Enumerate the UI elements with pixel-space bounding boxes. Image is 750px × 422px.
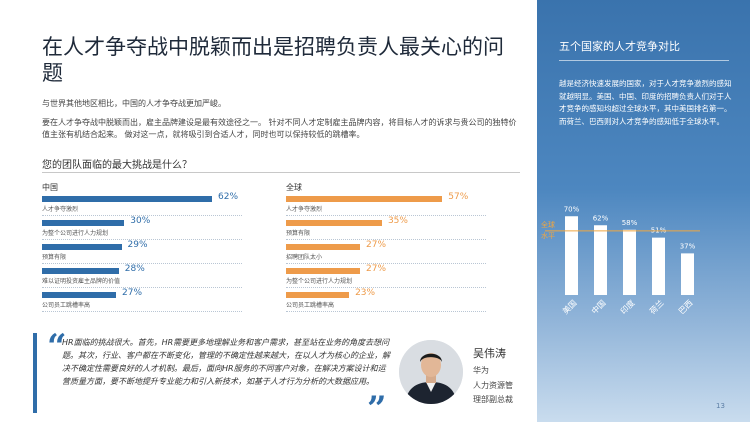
quote-close-icon: ” bbox=[367, 389, 387, 422]
global-bar-row: 23% 公司员工跳槽率高 bbox=[286, 288, 516, 314]
intro-paragraph-1: 与世界其他地区相比，中国的人才争夺战更加严峻。 bbox=[42, 99, 226, 108]
global-bar-caption: 招聘团队太小 bbox=[286, 254, 323, 261]
country-bar-value: 58% bbox=[622, 219, 638, 227]
global-bar-caption: 为整个公司进行人力规划 bbox=[286, 278, 353, 285]
global-bar-row: 27% 为整个公司进行人力规划 bbox=[286, 264, 516, 290]
person-company: 华为 bbox=[473, 366, 489, 375]
china-bar-caption: 公司员工跳槽率高 bbox=[42, 302, 91, 309]
global-bar-row: 57% 人才争夺激烈 bbox=[286, 192, 516, 218]
china-bar bbox=[42, 220, 125, 226]
global-bar-value: 57% bbox=[448, 192, 469, 202]
person-role-line-2: 理部副总裁 bbox=[473, 395, 513, 404]
country-category-label: 中国 bbox=[589, 298, 607, 316]
global-bar-value: 23% bbox=[355, 288, 376, 298]
country-bar-value: 62% bbox=[593, 214, 609, 222]
china-bar-caption: 为整个公司进行人力规划 bbox=[42, 230, 109, 237]
china-bar-value: 28% bbox=[124, 264, 145, 274]
china-bar-divider bbox=[42, 263, 242, 264]
survey-question: 您的团队面临的最大挑战是什么？ bbox=[42, 160, 192, 171]
china-bar-divider bbox=[42, 311, 242, 312]
china-bar-divider bbox=[42, 215, 242, 216]
china-bar-caption: 难以证明投资雇主品牌的价值 bbox=[42, 278, 121, 285]
country-bar-value: 37% bbox=[680, 242, 696, 250]
global-bar-caption: 人才争夺激烈 bbox=[286, 206, 323, 213]
china-bar-value: 62% bbox=[218, 192, 239, 202]
sidebar-title: 五个国家的人才竞争对比 bbox=[559, 40, 680, 53]
quote-open-icon: “ bbox=[47, 327, 67, 367]
global-bar-caption: 预算有限 bbox=[286, 230, 311, 237]
country-category-label: 巴西 bbox=[677, 298, 695, 316]
person-name: 吴伟涛 bbox=[473, 347, 506, 360]
intro-paragraph-2: 要在人才争夺战中脱颖而出，雇主品牌建设是最有效途径之一。 针对不同人才定制雇主品… bbox=[42, 118, 517, 139]
country-category-label: 荷兰 bbox=[647, 298, 665, 316]
china-bar bbox=[42, 292, 117, 298]
global-bar-divider bbox=[286, 287, 486, 288]
person-role-line-1: 人力资源管 bbox=[473, 381, 513, 390]
global-panel-label: 全球 bbox=[286, 183, 302, 192]
page-title: 在人才争夺战中脱颖而出是招聘负责人最关心的问题 bbox=[42, 35, 504, 85]
global-bar-row: 27% 招聘团队太小 bbox=[286, 240, 516, 266]
global-bar-value: 35% bbox=[387, 216, 408, 226]
country-category-label: 印度 bbox=[618, 298, 636, 316]
person-photo-icon bbox=[399, 340, 463, 404]
avatar bbox=[399, 340, 463, 404]
china-bar-caption: 预算有限 bbox=[42, 254, 67, 261]
china-bar-value: 29% bbox=[127, 240, 148, 250]
country-category-label: 美国 bbox=[560, 298, 578, 316]
global-bar-divider bbox=[286, 239, 486, 240]
country-bar bbox=[565, 216, 578, 295]
china-bar-divider bbox=[42, 287, 242, 288]
china-panel-label: 中国 bbox=[42, 183, 58, 192]
sidebar-text: 越是经济快速发展的国家，对于人才竞争激烈的感知就越明显。美国、中国、印度的招聘负… bbox=[559, 79, 732, 126]
china-bar bbox=[42, 268, 119, 274]
china-bar-row: 30% 为整个公司进行人力规划 bbox=[42, 216, 272, 242]
global-bar-value: 27% bbox=[366, 240, 387, 250]
global-level-label: 水平 bbox=[541, 231, 555, 240]
china-bar-value: 30% bbox=[130, 216, 151, 226]
quote-accent-bar bbox=[33, 333, 37, 413]
country-bar bbox=[681, 253, 694, 295]
china-bar bbox=[42, 196, 212, 202]
quote-text: HR面临的挑战很大。首先，HR需要更多地理解业务和客户需求，甚至站在业务的角度去… bbox=[62, 338, 390, 386]
global-bar bbox=[286, 220, 382, 226]
country-bar bbox=[623, 229, 636, 295]
china-bar-caption: 人才争夺激烈 bbox=[42, 206, 79, 213]
country-bar-value: 70% bbox=[564, 205, 580, 213]
china-bar-row: 27% 公司员工跳槽率高 bbox=[42, 288, 272, 314]
page-number: 13 bbox=[716, 402, 725, 410]
global-bar bbox=[286, 196, 443, 202]
china-bar-row: 62% 人才争夺激烈 bbox=[42, 192, 272, 218]
china-bar-divider bbox=[42, 239, 242, 240]
country-comparison-panel: 五个国家的人才竞争对比 越是经济快速发展的国家，对于人才竞争激烈的感知就越明显。… bbox=[537, 0, 750, 422]
china-bar bbox=[42, 244, 122, 250]
global-bar-value: 27% bbox=[366, 264, 387, 274]
global-bar bbox=[286, 244, 361, 250]
global-bar bbox=[286, 292, 350, 298]
china-bar-value: 27% bbox=[122, 288, 143, 298]
question-divider bbox=[42, 172, 520, 173]
global-bar bbox=[286, 268, 361, 274]
global-level-label: 全球 bbox=[541, 220, 555, 229]
global-bar-row: 35% 预算有限 bbox=[286, 216, 516, 242]
china-bar-row: 28% 难以证明投资雇主品牌的价值 bbox=[42, 264, 272, 290]
global-bar-divider bbox=[286, 263, 486, 264]
global-bar-divider bbox=[286, 215, 486, 216]
sidebar-divider bbox=[559, 60, 729, 61]
china-bar-row: 29% 预算有限 bbox=[42, 240, 272, 266]
global-bar-caption: 公司员工跳槽率高 bbox=[286, 302, 335, 309]
global-bar-divider bbox=[286, 311, 486, 312]
country-bar bbox=[652, 237, 665, 295]
country-bar bbox=[594, 225, 607, 295]
